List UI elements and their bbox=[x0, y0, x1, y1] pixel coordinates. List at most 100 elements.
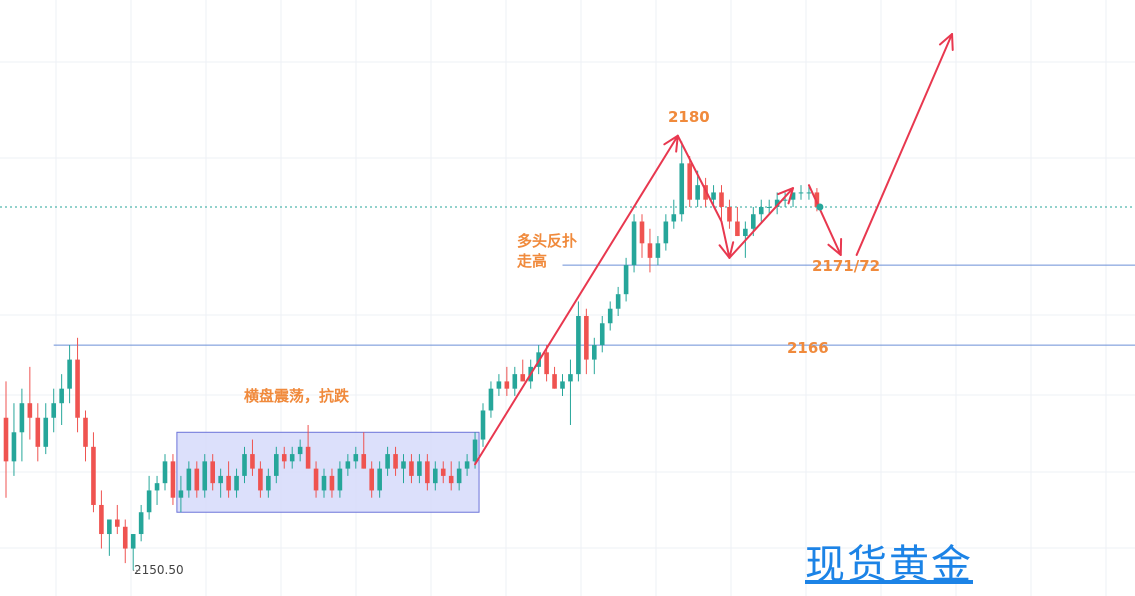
candle-body bbox=[202, 461, 208, 491]
candle-body bbox=[647, 243, 653, 258]
candle-body bbox=[27, 403, 33, 418]
candle-body bbox=[409, 461, 414, 476]
candle-body bbox=[758, 206, 764, 215]
candle-body bbox=[353, 454, 359, 462]
candle-body bbox=[115, 519, 120, 527]
candle-body bbox=[274, 454, 279, 476]
candle-body bbox=[242, 454, 247, 476]
candle-body bbox=[631, 221, 637, 266]
candle-body bbox=[122, 526, 128, 549]
level-2171-label: 2171/72 bbox=[812, 257, 881, 275]
candle-body bbox=[226, 475, 231, 491]
candle-body bbox=[743, 228, 748, 237]
low-price-marker: 2150.50 bbox=[134, 563, 184, 577]
candle-body bbox=[75, 359, 80, 418]
candle-body bbox=[329, 475, 335, 491]
candle-body bbox=[305, 446, 311, 469]
candle-body bbox=[401, 461, 406, 469]
candle-body bbox=[393, 454, 398, 469]
rally-arrow bbox=[855, 32, 954, 256]
last-price-dot bbox=[816, 203, 824, 211]
candle-body bbox=[281, 454, 287, 462]
candle-body bbox=[91, 446, 96, 505]
candle-body bbox=[663, 221, 669, 244]
level-2166-label: 2166 bbox=[787, 339, 829, 357]
candle-body bbox=[170, 461, 176, 498]
candle-body bbox=[234, 475, 239, 491]
candle-body bbox=[99, 504, 104, 535]
candle-body bbox=[289, 454, 295, 462]
candle-body bbox=[345, 461, 351, 469]
candle-body bbox=[774, 199, 780, 207]
candle-body bbox=[496, 381, 502, 389]
candle-body bbox=[544, 352, 549, 375]
candle-body bbox=[480, 410, 486, 440]
candle-body bbox=[735, 221, 740, 237]
candle-body bbox=[552, 374, 557, 389]
candle-body bbox=[607, 308, 613, 324]
candle-body bbox=[337, 468, 343, 491]
candle-body bbox=[719, 192, 724, 207]
up-arrow-to-peak-head bbox=[663, 134, 679, 153]
candle-body bbox=[695, 185, 700, 200]
candle-body bbox=[512, 374, 518, 389]
candle-body bbox=[369, 468, 374, 491]
candle-body bbox=[194, 468, 200, 491]
candle-body bbox=[584, 315, 589, 360]
bounce-arrow bbox=[728, 187, 795, 259]
candle-body bbox=[154, 483, 160, 491]
candle-body bbox=[790, 192, 796, 200]
candle-body bbox=[520, 374, 526, 382]
candle-body bbox=[3, 417, 9, 462]
candle-body bbox=[35, 417, 41, 447]
candle-body bbox=[266, 475, 271, 491]
candle-body bbox=[433, 468, 438, 484]
candle-body bbox=[814, 192, 820, 207]
support-levels bbox=[0, 206, 1135, 346]
candle-body bbox=[671, 214, 677, 222]
candle-body bbox=[321, 475, 327, 491]
candle-body bbox=[504, 381, 510, 389]
rally-arrow-head bbox=[938, 32, 954, 51]
candle-body bbox=[639, 221, 645, 244]
candle-body bbox=[472, 439, 478, 462]
candle-body bbox=[751, 214, 756, 229]
candle-body bbox=[258, 468, 263, 491]
dip-arrow bbox=[807, 184, 842, 256]
bounce-arrow-head bbox=[777, 187, 795, 205]
candle-body bbox=[464, 461, 470, 469]
candle-body bbox=[178, 490, 184, 498]
candle-body bbox=[385, 454, 390, 469]
candle-body bbox=[592, 345, 597, 360]
candle-body bbox=[488, 388, 494, 411]
candle-body bbox=[313, 468, 319, 491]
candle-body bbox=[218, 475, 223, 484]
peak-label: 2180 bbox=[668, 108, 710, 126]
candle-body bbox=[727, 206, 732, 222]
candle-body bbox=[146, 490, 152, 513]
candle-body bbox=[130, 534, 136, 549]
candle-body bbox=[655, 243, 661, 258]
candle-body bbox=[19, 403, 25, 433]
candle-body bbox=[711, 192, 716, 200]
candle-body bbox=[440, 468, 446, 476]
candle-body bbox=[615, 294, 621, 309]
candle-body bbox=[599, 323, 605, 346]
candle-body bbox=[250, 454, 255, 469]
candle-body bbox=[417, 461, 422, 476]
candle-body bbox=[456, 468, 462, 484]
candle-body bbox=[361, 454, 367, 469]
candle-body bbox=[425, 461, 430, 484]
candle-body bbox=[377, 468, 382, 491]
candles bbox=[3, 141, 820, 571]
instrument-watermark: 现货黄金 bbox=[805, 542, 973, 588]
candle-body bbox=[568, 374, 573, 382]
candle-body bbox=[766, 206, 772, 208]
candle-body bbox=[806, 192, 812, 194]
candle-body bbox=[623, 265, 629, 295]
bull-rebound-label: 多头反扑 bbox=[517, 232, 578, 250]
candle-body bbox=[83, 417, 88, 447]
up-arrow-to-peak bbox=[474, 134, 679, 466]
